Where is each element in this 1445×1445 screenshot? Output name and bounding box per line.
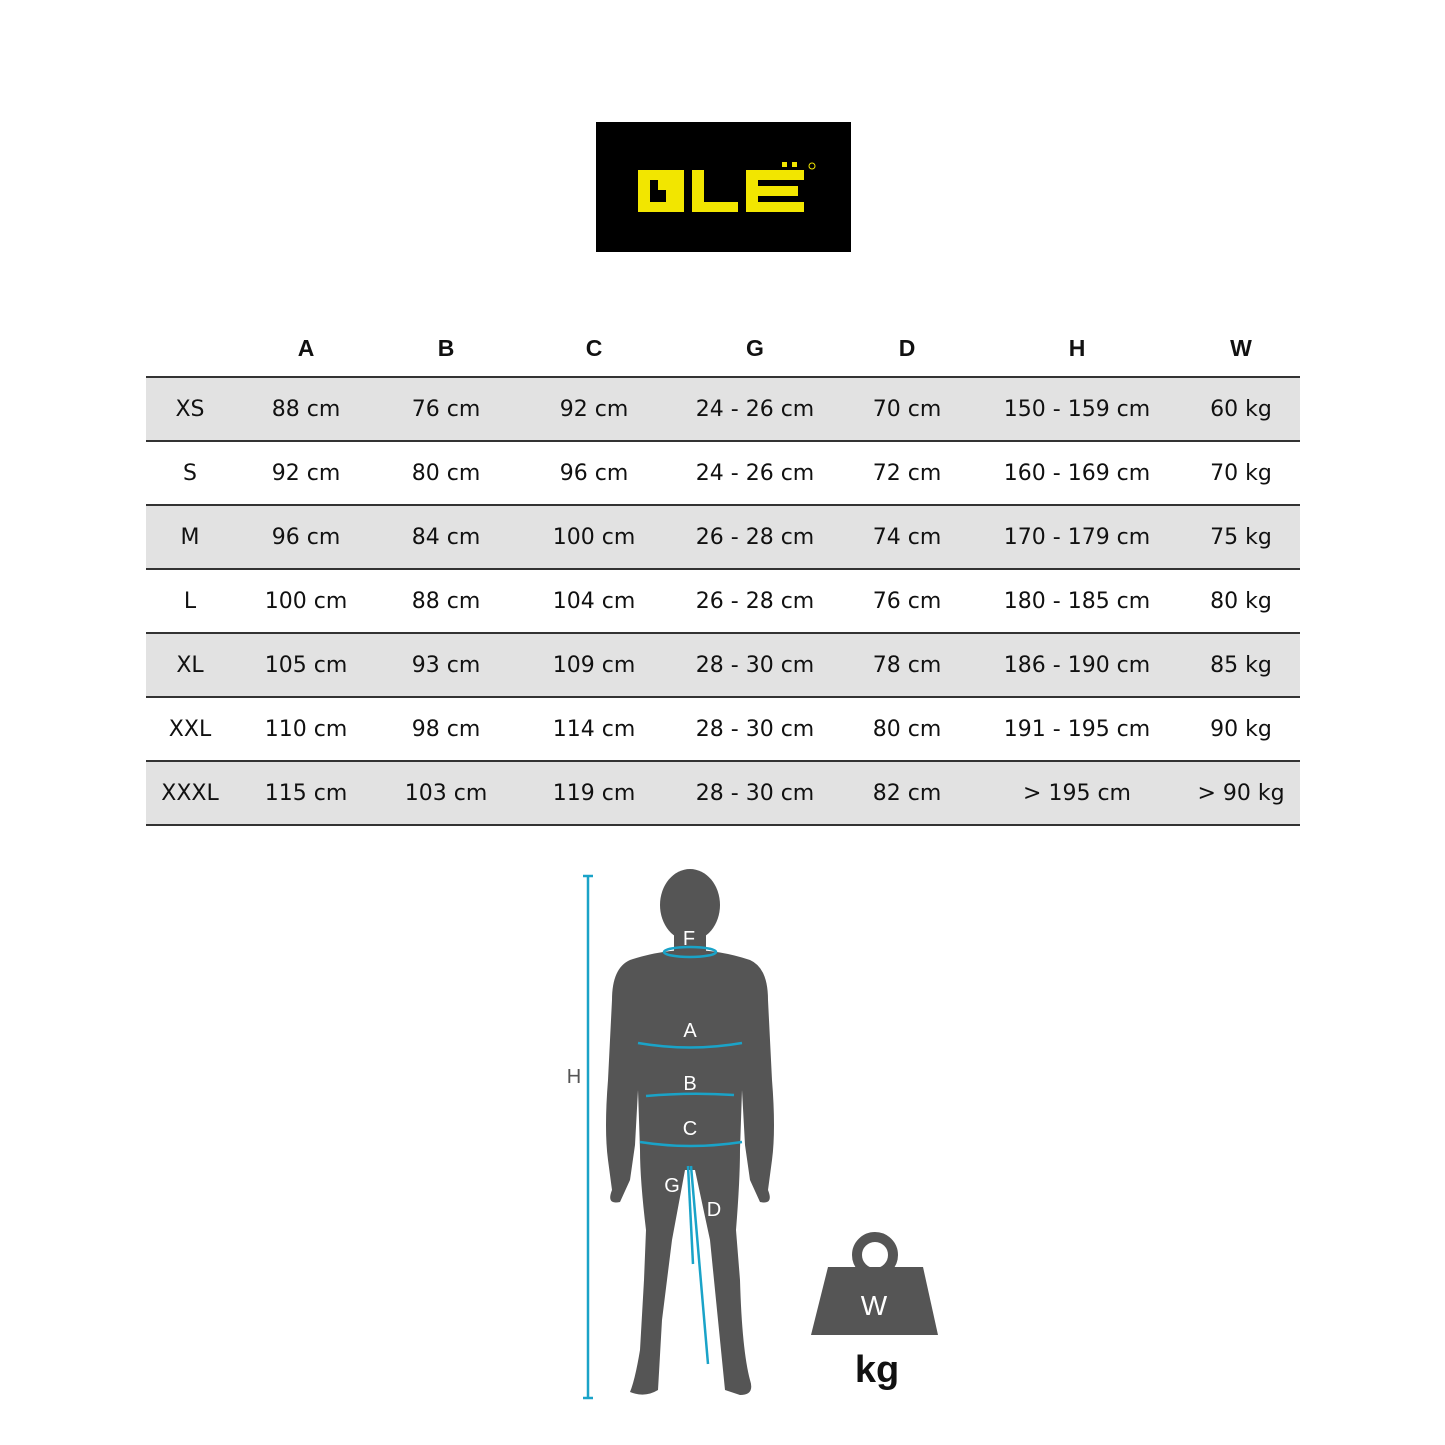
table-row: S 92 cm 80 cm 96 cm 24 - 26 cm 72 cm 160 - 169… <box>146 440 1300 504</box>
header-h: H <box>1068 334 1086 361</box>
measurement-cell: 114 cm <box>552 716 636 742</box>
measurement-cell: 170 - 179 cm <box>1003 524 1151 550</box>
measurement-cell: 191 - 195 cm <box>1003 716 1151 742</box>
measurement-cell: 119 cm <box>552 780 636 806</box>
header-g: G <box>746 334 764 361</box>
measurement-cell: 28 - 30 cm <box>695 652 815 678</box>
measurement-cell: 92 cm <box>271 460 341 486</box>
measurement-cell: 98 cm <box>411 716 481 742</box>
label-d: D <box>707 1199 721 1221</box>
measurement-cell: 24 - 26 cm <box>695 460 815 486</box>
label-b: B <box>683 1073 696 1095</box>
header-c: C <box>585 334 603 361</box>
measurement-cell: 100 cm <box>552 524 636 550</box>
size-cell: L <box>183 588 197 614</box>
measurement-cell: 78 cm <box>872 652 942 678</box>
label-f: F <box>683 928 695 950</box>
measurement-cell: 26 - 28 cm <box>695 524 815 550</box>
header-w: W <box>1230 334 1252 361</box>
measurement-cell: 76 cm <box>872 588 942 614</box>
size-cell: M <box>180 524 200 550</box>
measurement-cell: 160 - 169 cm <box>1003 460 1151 486</box>
measurement-cell: 76 cm <box>411 396 481 422</box>
measurement-cell: 85 kg <box>1210 652 1272 678</box>
body-silhouette <box>606 869 774 1395</box>
measurement-cell: 105 cm <box>264 652 348 678</box>
measurement-cell: 70 cm <box>872 396 942 422</box>
size-cell: XS <box>175 396 205 422</box>
measurement-cell: > 195 cm <box>1023 780 1131 806</box>
header-a: A <box>297 334 315 361</box>
table-row: XS 88 cm 76 cm 92 cm 24 - 26 cm 70 cm 150 - 15… <box>146 376 1300 440</box>
measurement-cell: 110 cm <box>264 716 348 742</box>
measurement-cell: 186 - 190 cm <box>1003 652 1151 678</box>
size-table: A B C G D H W XS 88 cm 76 cm 92 cm 24 - 26 c… <box>146 320 1300 826</box>
measurement-cell: 26 - 28 cm <box>695 588 815 614</box>
table-row: L 100 cm 88 cm 104 cm 26 - 28 cm 76 cm 180 - 1… <box>146 568 1300 632</box>
measurement-cell: 104 cm <box>552 588 636 614</box>
measurement-cell: 70 kg <box>1210 460 1272 486</box>
measurement-cell: 74 cm <box>872 524 942 550</box>
measurement-cell: 28 - 30 cm <box>695 780 815 806</box>
size-cell: S <box>183 460 197 486</box>
measurement-cell: 93 cm <box>411 652 481 678</box>
measurement-cell: 60 kg <box>1210 396 1272 422</box>
measurement-cell: 115 cm <box>264 780 348 806</box>
weight-label: W <box>861 1290 888 1321</box>
measurement-cell: 88 cm <box>271 396 341 422</box>
weight-unit: kg <box>855 1349 899 1391</box>
label-c: C <box>683 1118 697 1140</box>
size-cell: XL <box>176 652 204 678</box>
measurement-cell: 82 cm <box>872 780 942 806</box>
measurement-cell: 92 cm <box>559 396 629 422</box>
measurement-cell: 96 cm <box>559 460 629 486</box>
measurement-cell: > 90 kg <box>1197 780 1285 806</box>
measurement-cell: 80 cm <box>872 716 942 742</box>
measurement-cell: 103 cm <box>404 780 488 806</box>
table-row: XL 105 cm 93 cm 109 cm 28 - 30 cm 78 cm 186 - … <box>146 632 1300 696</box>
measurement-cell: 80 kg <box>1210 588 1272 614</box>
body-measurement-figure: F A B C G D H W kg <box>550 860 950 1414</box>
measurement-cell: 109 cm <box>552 652 636 678</box>
table-row: M 96 cm 84 cm 100 cm 26 - 28 cm 74 cm 170 - 17… <box>146 504 1300 568</box>
size-cell: XXL <box>168 716 212 742</box>
label-h: H <box>567 1066 581 1088</box>
measurement-cell: 72 cm <box>872 460 942 486</box>
measurement-cell: 75 kg <box>1210 524 1272 550</box>
measurement-cell: 100 cm <box>264 588 348 614</box>
measurement-cell: 180 - 185 cm <box>1003 588 1151 614</box>
label-a: A <box>683 1020 697 1042</box>
header-d: D <box>898 334 916 361</box>
measurement-cell: 150 - 159 cm <box>1003 396 1151 422</box>
table-header: A B C G D H W <box>146 320 1300 376</box>
measurement-cell: 80 cm <box>411 460 481 486</box>
ale-logo <box>596 122 851 252</box>
header-b: B <box>437 334 455 361</box>
measurement-cell: 24 - 26 cm <box>695 396 815 422</box>
weight-icon <box>811 1232 938 1335</box>
measurement-cell: 96 cm <box>271 524 341 550</box>
label-g: G <box>664 1175 680 1197</box>
measurement-cell: 90 kg <box>1210 716 1272 742</box>
table-row: XXXL 115 cm 103 cm 119 cm 28 - 30 cm 82 cm > 1… <box>146 760 1300 826</box>
measurement-cell: 28 - 30 cm <box>695 716 815 742</box>
measurement-cell: 88 cm <box>411 588 481 614</box>
table-row: XXL 110 cm 98 cm 114 cm 28 - 30 cm 80 cm 191 -… <box>146 696 1300 760</box>
size-cell: XXXL <box>161 780 219 806</box>
measurement-cell: 84 cm <box>411 524 481 550</box>
